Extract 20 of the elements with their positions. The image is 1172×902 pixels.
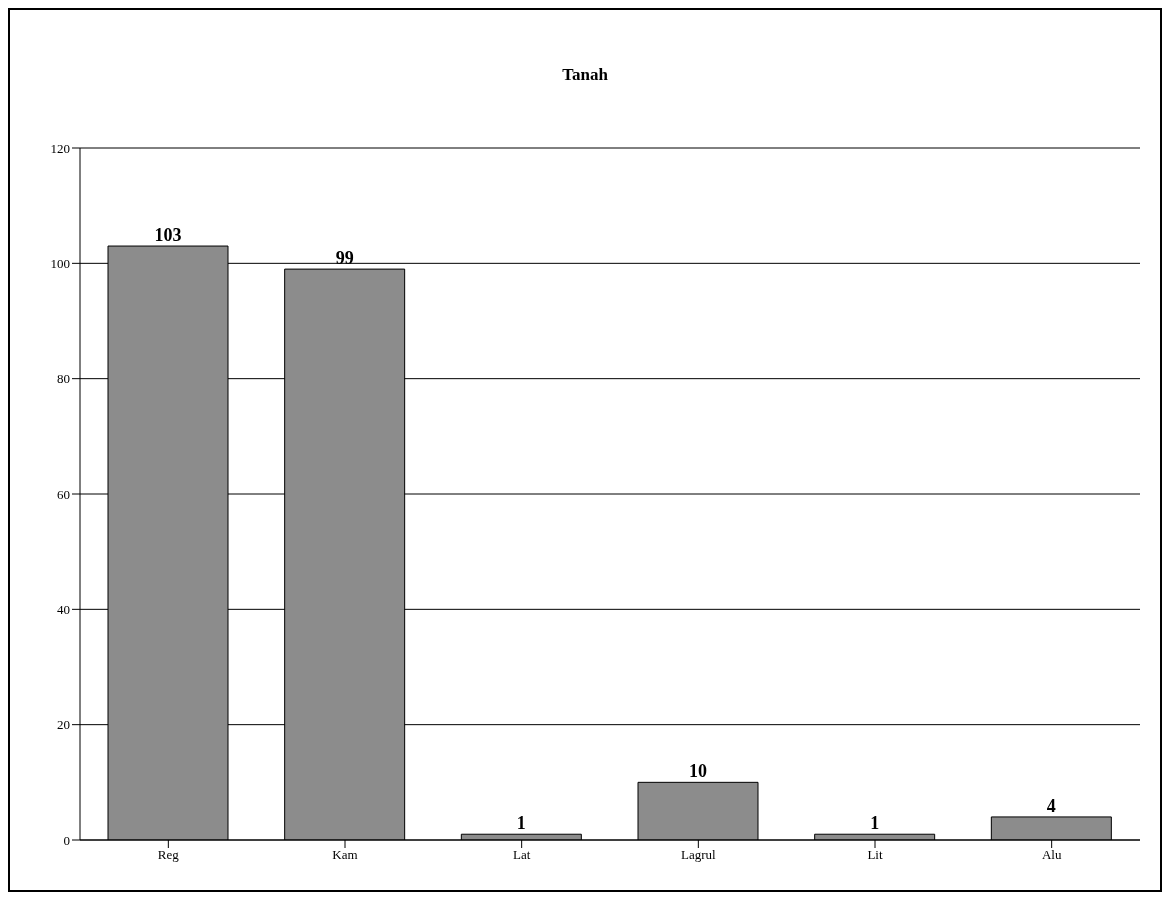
- x-tick-label: Lagrul: [681, 847, 717, 863]
- chart-title: Tanah: [561, 65, 609, 85]
- data-label: 99: [335, 248, 354, 269]
- data-label: 1: [870, 813, 880, 834]
- y-tick-label: 120: [50, 140, 70, 156]
- data-label: 103: [154, 225, 182, 246]
- y-tick-label: 60: [57, 486, 70, 502]
- y-tick-label: 0: [63, 832, 70, 848]
- data-label: 4: [1046, 795, 1056, 816]
- y-tick-label: 80: [57, 371, 70, 387]
- y-tick-label: 20: [57, 717, 70, 733]
- y-tick-label: 100: [50, 255, 70, 271]
- data-label: 1: [516, 813, 526, 834]
- x-tick-label: Lit: [867, 847, 883, 863]
- y-tick-label: 40: [57, 601, 70, 617]
- data-label: 10: [689, 761, 707, 782]
- x-tick-label: Reg: [157, 847, 180, 863]
- x-tick-label: Lat: [513, 847, 531, 863]
- x-tick-label: Kam: [332, 847, 358, 863]
- x-tick-label: Alu: [1041, 847, 1062, 863]
